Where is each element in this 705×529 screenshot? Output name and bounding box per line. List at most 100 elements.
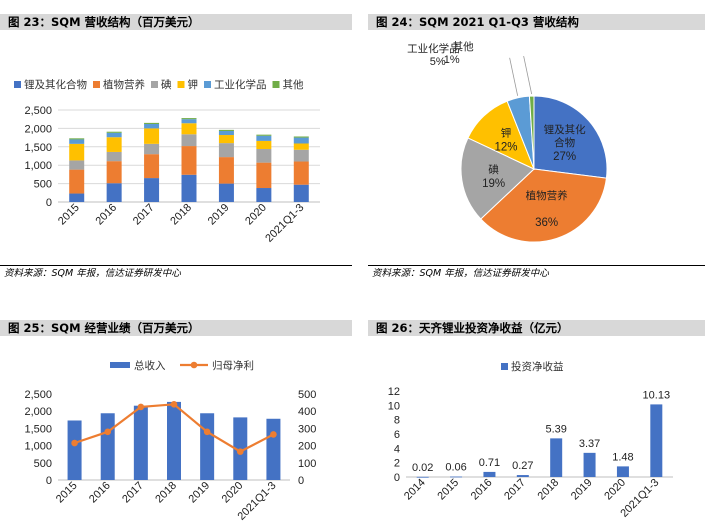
panel-title-26: 图 26：天齐锂业投资净收益（亿元） bbox=[368, 320, 705, 336]
bar-segment-2015 bbox=[69, 138, 85, 140]
panel-tianqi-investment-income: 图 26：天齐锂业投资净收益（亿元） 0 2 4 6 8 10 12 0.02 2014 0.06… bbox=[368, 320, 705, 529]
bar-segment-2016 bbox=[106, 137, 122, 152]
bar-2021q1-3 bbox=[650, 404, 663, 477]
bar-segment-2021q1-3 bbox=[293, 137, 309, 144]
panel-sqm-operating-results: 图 25：SQM 经营业绩（百万美元） 0 500 1,000 1,500 2,000 2… bbox=[0, 320, 352, 529]
bar-2019 bbox=[583, 452, 596, 477]
bar-2016 bbox=[100, 413, 115, 480]
legend-label: 其他 bbox=[283, 78, 304, 91]
bar-segment-2018 bbox=[181, 118, 197, 120]
bar-segment-2015 bbox=[69, 143, 85, 161]
pie-slice-value: 36% bbox=[535, 217, 558, 229]
bar-segment-2019 bbox=[218, 130, 234, 136]
panel-sqm-2021-revenue-mix: 图 24：SQM 2021 Q1-Q3 营收结构 锂及其化 合物 27% 植物营养 36… bbox=[368, 14, 705, 282]
bar-segment-2021q1-3 bbox=[293, 136, 309, 138]
y-tick-label: 8 bbox=[394, 415, 400, 427]
bar-segment-2020 bbox=[256, 162, 272, 189]
bar-2017 bbox=[516, 475, 529, 477]
x-tick-label: 2015 bbox=[56, 202, 82, 228]
pie-slice-name: 其他 bbox=[453, 40, 474, 53]
legend-label: 投资净收益 bbox=[511, 360, 564, 373]
bar-segment-2019 bbox=[218, 143, 234, 158]
bar-segment-2016 bbox=[106, 151, 122, 162]
x-tick-label: 2016 bbox=[469, 477, 495, 503]
bar-2020 bbox=[616, 466, 629, 477]
bar-segment-2020 bbox=[256, 134, 272, 136]
y-tick-label: 2,000 bbox=[24, 123, 52, 135]
bar-segment-2019 bbox=[218, 183, 234, 202]
x-tick-label: 2017 bbox=[131, 202, 157, 228]
data-label: 1.48 bbox=[612, 451, 633, 463]
bar-2018 bbox=[167, 401, 181, 480]
bar-segment-2017 bbox=[144, 154, 160, 179]
legend-swatch bbox=[501, 363, 508, 370]
legend-label: 总收入 bbox=[134, 359, 166, 372]
legend-marker bbox=[190, 361, 198, 369]
pie-slice-value: 27% bbox=[553, 151, 576, 163]
bar-2017 bbox=[133, 405, 148, 480]
bar-segment-2015 bbox=[69, 193, 85, 202]
pie-slice-name: 工业化学品 bbox=[407, 42, 460, 55]
data-label: 10.13 bbox=[643, 389, 671, 401]
line-point bbox=[270, 431, 277, 438]
bar-2015 bbox=[67, 420, 82, 480]
x-tick-label: 2020 bbox=[220, 480, 246, 506]
chart-tianqi-investment-income: 0246810120.0220140.0620150.7120160.27201… bbox=[388, 360, 673, 520]
pie-slice-name: 碘 bbox=[488, 163, 499, 176]
x-tick-label: 2018 bbox=[536, 477, 562, 503]
bar-segment-2019 bbox=[218, 135, 234, 144]
y2-tick-label: 200 bbox=[298, 441, 316, 453]
bar-2021q1-3 bbox=[266, 418, 281, 480]
legend-swatch bbox=[177, 81, 185, 88]
y2-tick-label: 0 bbox=[298, 475, 304, 487]
legend-label: 碘 bbox=[161, 78, 172, 91]
y-tick-label: 4 bbox=[394, 443, 400, 455]
line-point bbox=[170, 401, 178, 408]
x-tick-label: 2018 bbox=[153, 480, 179, 506]
panel-source-23: 资料来源：SQM 年报，信达证券研发中心 bbox=[0, 265, 352, 281]
pie-slice-name: 合物 bbox=[554, 136, 575, 149]
bar-segment-2021q1-3 bbox=[293, 184, 309, 202]
bar-segment-2018 bbox=[181, 119, 197, 124]
x-tick-label: 2019 bbox=[569, 477, 595, 503]
y-tick-label: 0 bbox=[46, 475, 52, 487]
x-tick-label: 2019 bbox=[206, 202, 232, 228]
bar-segment-2017 bbox=[144, 122, 160, 124]
y-tick-label: 2,000 bbox=[24, 406, 52, 418]
bar-segment-2016 bbox=[106, 161, 122, 184]
bar-segment-2018 bbox=[181, 174, 197, 202]
chart-sqm-operating-results: 0 500 1,000 1,500 2,000 2,500 0 100 200 300 400 500… bbox=[24, 359, 316, 523]
bar-segment-2020 bbox=[256, 188, 272, 202]
panel-source-24: 资料来源：SQM 年报，信达证券研发中心 bbox=[368, 265, 705, 281]
line-point bbox=[137, 403, 145, 411]
bar-segment-2018 bbox=[181, 123, 197, 135]
x-tick-label: 2016 bbox=[87, 480, 113, 506]
legend-label: 锂及其化合物 bbox=[24, 78, 87, 91]
y2-tick-label: 100 bbox=[298, 458, 316, 470]
pie-slice-value: 19% bbox=[482, 178, 505, 190]
y-tick-label: 2,500 bbox=[24, 105, 52, 117]
y-tick-label: 1,000 bbox=[24, 441, 52, 453]
data-label: 0.71 bbox=[479, 457, 500, 469]
pie-slice-value: 5% bbox=[430, 56, 446, 68]
data-label: 0.06 bbox=[445, 462, 466, 474]
pie-slice-value: 1% bbox=[444, 54, 460, 66]
pie-slice-value: 12% bbox=[495, 142, 518, 154]
bar-2019 bbox=[200, 413, 215, 480]
bar-2016 bbox=[483, 471, 496, 477]
data-label: 3.37 bbox=[579, 438, 600, 450]
bar-segment-2015 bbox=[69, 139, 85, 144]
bar-segment-2017 bbox=[144, 128, 160, 144]
bar-segment-2017 bbox=[144, 178, 160, 202]
pie-slice-name: 锂及其化 bbox=[544, 123, 586, 136]
bar-segment-2016 bbox=[106, 131, 122, 133]
bar-2018 bbox=[550, 438, 563, 477]
x-tick-label: 2015 bbox=[435, 477, 461, 503]
x-tick-label: 2018 bbox=[168, 202, 194, 228]
legend-swatch bbox=[14, 81, 21, 88]
bar-segment-2019 bbox=[218, 157, 234, 184]
y-tick-label: 500 bbox=[34, 458, 52, 470]
panel-sqm-revenue-structure: 图 23：SQM 营收结构（百万美元） 0 500 1,000 1,500 2,000 2… bbox=[0, 14, 352, 282]
x-tick-label: 2017 bbox=[502, 477, 528, 503]
